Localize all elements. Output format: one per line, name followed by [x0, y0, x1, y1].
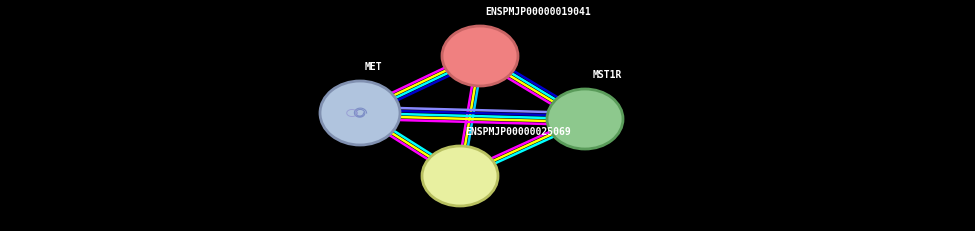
Ellipse shape — [422, 146, 498, 206]
Text: MET: MET — [365, 62, 382, 72]
Text: ENSPMJP00000019041: ENSPMJP00000019041 — [485, 7, 591, 17]
Ellipse shape — [547, 90, 623, 149]
Ellipse shape — [442, 27, 518, 87]
Ellipse shape — [320, 82, 400, 145]
Text: MST1R: MST1R — [593, 70, 622, 80]
Text: ENSPMJP00000025069: ENSPMJP00000025069 — [465, 126, 570, 137]
